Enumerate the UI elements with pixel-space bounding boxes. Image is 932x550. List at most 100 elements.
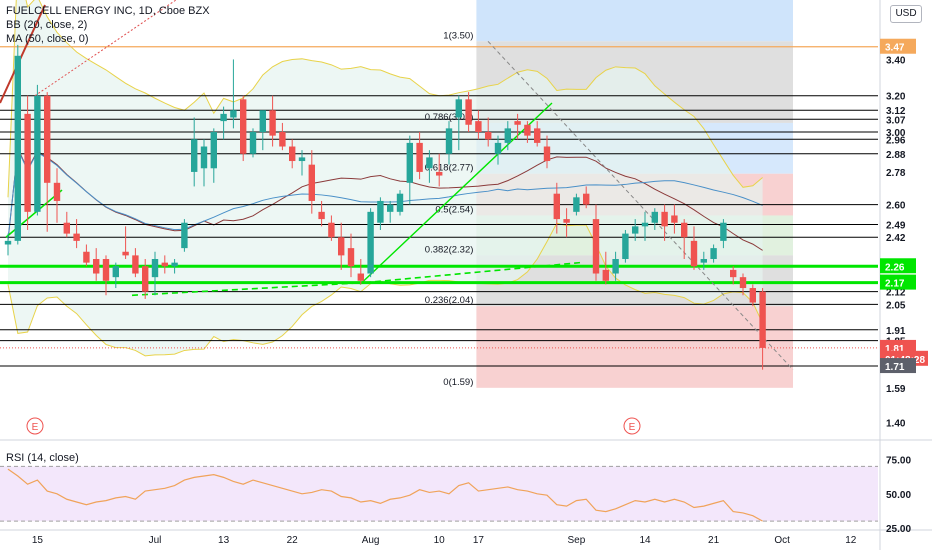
candle — [112, 262, 119, 289]
candle — [671, 204, 678, 234]
candle — [4, 233, 12, 256]
candle — [14, 44, 21, 245]
candle-body — [700, 259, 707, 263]
x-tick-label: 17 — [473, 535, 485, 546]
candle-body — [328, 222, 335, 238]
fib-label: 0.618(2.77) — [425, 163, 474, 174]
candle — [151, 251, 159, 296]
earnings-marker — [26, 417, 44, 435]
candle-body — [161, 262, 168, 267]
candle-body — [602, 269, 609, 281]
candle-body — [730, 269, 737, 278]
candle-body — [504, 128, 511, 143]
earnings-marker — [623, 417, 641, 435]
candle-body — [534, 128, 541, 143]
y-tick-label: 2.49 — [886, 221, 906, 232]
candle-body — [112, 266, 119, 278]
trend-line-green — [359, 102, 553, 285]
bollinger-basis — [7, 146, 763, 251]
candle — [514, 113, 521, 140]
candle-body — [485, 132, 492, 140]
candle — [122, 226, 129, 260]
candle — [387, 200, 394, 223]
candle-body — [387, 204, 394, 212]
legend-ma: MA (50, close, 0) — [6, 33, 89, 45]
candle — [504, 121, 511, 151]
candle-body — [249, 132, 257, 154]
candle — [651, 208, 658, 230]
price-label-box — [880, 358, 916, 374]
candle-body — [426, 157, 433, 169]
candle-body — [181, 222, 188, 249]
y-tick-label: 2.88 — [886, 150, 906, 161]
candle-body — [494, 142, 502, 154]
candle-body — [367, 211, 374, 274]
price-label-box — [880, 38, 916, 54]
candle — [181, 219, 188, 252]
candle — [426, 150, 433, 183]
y-tick-label: 2.05 — [886, 300, 906, 311]
y-tick-label: 2.12 — [886, 288, 906, 299]
candle — [612, 251, 619, 281]
candle — [24, 95, 31, 230]
candle — [347, 233, 355, 278]
candle — [132, 248, 139, 278]
trend-line-green-dashed — [131, 281, 366, 297]
candle — [328, 215, 335, 241]
candle — [632, 219, 639, 241]
candle — [63, 211, 70, 238]
candle — [367, 208, 374, 278]
candle-body — [651, 211, 658, 223]
candle-body — [24, 113, 31, 212]
y-tick-label: 1.40 — [886, 418, 906, 429]
candle — [563, 208, 570, 238]
candle-body — [710, 248, 717, 260]
candle — [338, 222, 345, 270]
candle-body — [406, 142, 413, 183]
candle — [53, 168, 61, 223]
candle-body — [200, 146, 208, 169]
earnings-marker-label: E — [32, 422, 39, 433]
candle — [730, 266, 737, 285]
candle-body — [661, 211, 668, 227]
candle-body — [357, 273, 364, 281]
trend-line-dotted — [34, 0, 177, 97]
candle — [318, 200, 325, 227]
y-tick-label: 3.07 — [886, 115, 906, 126]
x-tick-label: 21 — [708, 535, 720, 546]
candle — [298, 150, 306, 176]
price-label-text: 3.47 — [885, 43, 905, 54]
candle-body — [749, 288, 756, 303]
legend-bb: BB (20, close, 2) — [6, 19, 88, 31]
fib-diagonal — [487, 40, 794, 371]
candle — [553, 182, 560, 234]
candle-body — [563, 219, 570, 223]
candle — [592, 204, 600, 281]
candle — [416, 132, 423, 180]
rsi-label: RSI (14, close) — [6, 452, 79, 464]
y-tick-label: 3.20 — [886, 92, 906, 103]
candle — [73, 219, 80, 249]
candle-body — [377, 200, 384, 223]
candle — [681, 219, 688, 260]
candle-body — [514, 121, 521, 125]
candle — [191, 117, 198, 187]
main-plot: 1(3.50) 0.786(3.05) 0.618(2.77) 0.5(2.54) 0.… — [0, 0, 878, 388]
candle-body — [445, 128, 453, 154]
candle — [220, 106, 227, 140]
candle-body — [220, 113, 227, 122]
rsi-y-tick-label: 50.00 — [886, 490, 911, 501]
candle — [602, 251, 609, 285]
currency-badge[interactable]: USD — [890, 5, 922, 23]
candle — [142, 259, 149, 299]
candle-body — [289, 146, 296, 162]
candle-body — [171, 262, 178, 267]
x-tick-label: 12 — [845, 535, 857, 546]
candle-body — [396, 193, 404, 212]
price-label-box — [880, 258, 916, 274]
candle-body — [73, 233, 80, 241]
fib-label: 0.786(3.05) — [425, 112, 474, 123]
candle — [230, 59, 237, 129]
candle — [357, 259, 364, 285]
